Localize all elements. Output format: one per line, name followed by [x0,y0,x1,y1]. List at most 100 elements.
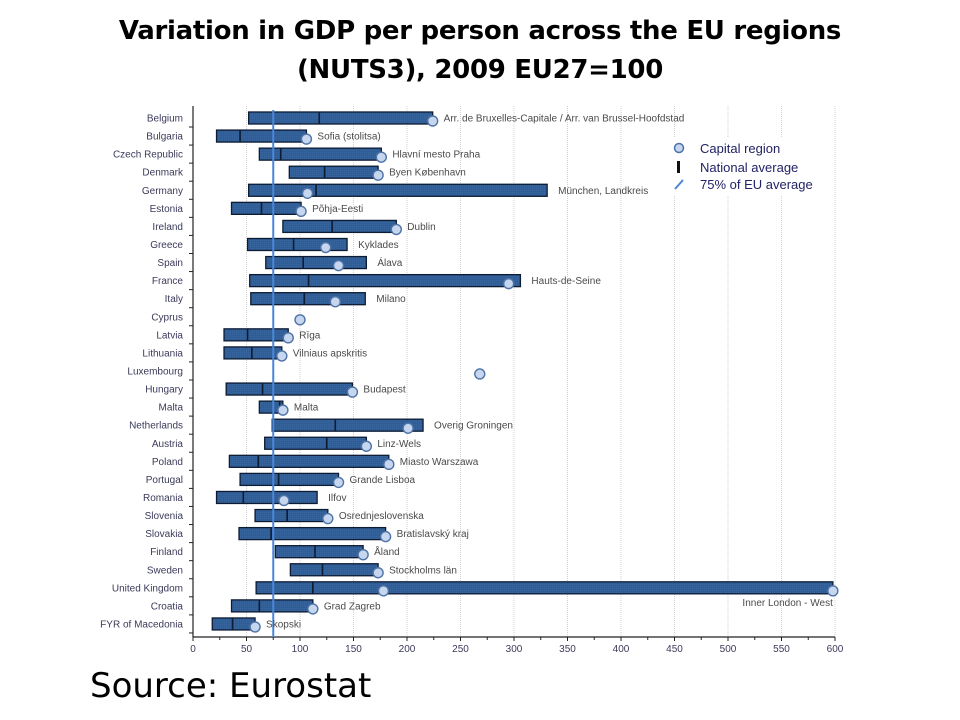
category-label: Finland [150,547,183,558]
region-annotation: Milano [376,294,406,305]
region-annotation: Põhja-Eesti [312,204,363,215]
range-bar [274,545,364,559]
region-annotation: Ilfov [328,493,346,504]
range-bar [255,581,834,595]
capital-region-marker [319,241,332,254]
capital-region-marker [278,494,290,507]
category-label: Malta [159,403,184,414]
region-annotation: Malta [294,403,319,414]
range-bar [238,526,387,541]
region-annotation: Budapest [363,385,405,396]
region-annotation: Kyklades [358,240,399,251]
category-label: Germany [142,186,183,197]
range-bar [215,129,308,143]
labels: Arr. de Bruxelles-Capitale / Arr. van Br… [266,114,833,631]
legend-capital-label: Capital region [700,141,780,156]
capital-region-marker [375,151,388,163]
category-label: Greece [150,240,183,251]
title-line-2: (NUTS3), 2009 EU27=100 [296,55,664,85]
capital-region-marker [346,386,359,398]
x-tick-label: 550 [773,644,790,655]
capital-region-marker [360,440,373,452]
capital-region-marker [390,223,402,236]
capital-region-marker [332,476,345,489]
capital-region-marker [276,350,288,362]
capital-region-marker [377,585,390,597]
region-annotation: Stockholms län [389,565,457,576]
region-annotation: Inner London - West [742,598,833,609]
capital-region-marker [301,187,314,199]
x-tick-label: 450 [666,644,683,655]
category-label: Denmark [142,168,184,179]
capital-region-marker [426,115,439,127]
capital-region-marker [249,621,261,633]
region-annotation: Bratislavský kraj [397,529,469,540]
category-label: Croatia [151,601,184,612]
category-label: Latvia [156,330,183,341]
region-annotation: Hlavní mesto Praha [392,150,480,161]
region-annotation: München, Landkreis [558,186,648,197]
category-label: Hungary [145,385,183,396]
category-label: FYR of Macedonia [100,619,183,630]
category-label: Poland [152,457,183,468]
x-tick-label: 500 [720,644,737,655]
region-annotation: Overig Groningen [434,421,513,432]
legend-box [668,137,830,195]
capital-region-marker [307,603,319,615]
range-bar [215,490,318,505]
region-annotation: Grande Lisboa [350,475,416,486]
range-bar [239,472,340,487]
range-bar [246,237,348,252]
category-label: Spain [157,258,183,269]
region-annotation: Osrednjeslovenska [339,511,424,522]
capital-region-marker [295,205,307,218]
region-annotation: Åland [374,545,400,558]
range-bar [247,183,548,197]
x-tick-label: 300 [506,644,523,655]
region-annotation: Arr. de Bruxelles-Capitale / Arr. van Br… [444,114,685,125]
top-region-marker [827,585,839,597]
x-tick-label: 0 [190,644,196,655]
x-tick-label: 250 [452,644,469,655]
region-annotation: Miasto Warszawa [400,457,479,468]
capital-region-marker [294,314,306,326]
capital-markers [249,115,839,633]
category-label: Romania [143,493,183,504]
capital-region-marker [383,458,395,471]
capital-region-marker [277,404,289,416]
category-label: Netherlands [129,421,183,432]
category-label: Italy [165,294,183,305]
capital-region-marker [329,296,342,308]
category-label: United Kingdom [112,583,183,594]
category-label: Luxembourg [127,366,183,377]
range-bar [265,255,367,270]
legend-eu75-icon [674,179,684,190]
x-tick-label: 100 [292,644,309,655]
range-bar [223,328,289,342]
region-annotation: Sofia (stolitsa) [317,132,380,143]
category-label: Czech Republic [113,150,183,161]
source-note: Source: Eurostat [90,666,372,706]
category-label: Portugal [146,475,183,486]
range-bar [254,508,329,523]
range-bar [250,292,366,306]
x-tick-label: 50 [241,644,253,655]
capital-region-marker [372,169,384,181]
x-tick-label: 400 [613,644,630,655]
range-bar [230,599,314,613]
x-tick-label: 600 [827,644,844,655]
legend: Capital region National average 75% of E… [668,137,830,195]
slide-title: Variation in GDP per person across the E… [0,12,960,90]
region-annotation: Hauts-de-Seine [531,276,601,287]
capital-region-marker [372,567,384,579]
capital-region-marker [332,259,345,272]
capital-region-marker [357,548,369,561]
range-bar [258,147,382,161]
range-bar [288,165,379,179]
region-annotation: Rīga [299,330,321,341]
category-label: Lithuania [142,348,183,359]
range-bar [230,201,302,216]
title-line-1: Variation in GDP per person across the E… [118,16,842,46]
axes: 0 50 100 150 200 250 300 350 400 450 500 550 600 Belg… [100,106,844,655]
